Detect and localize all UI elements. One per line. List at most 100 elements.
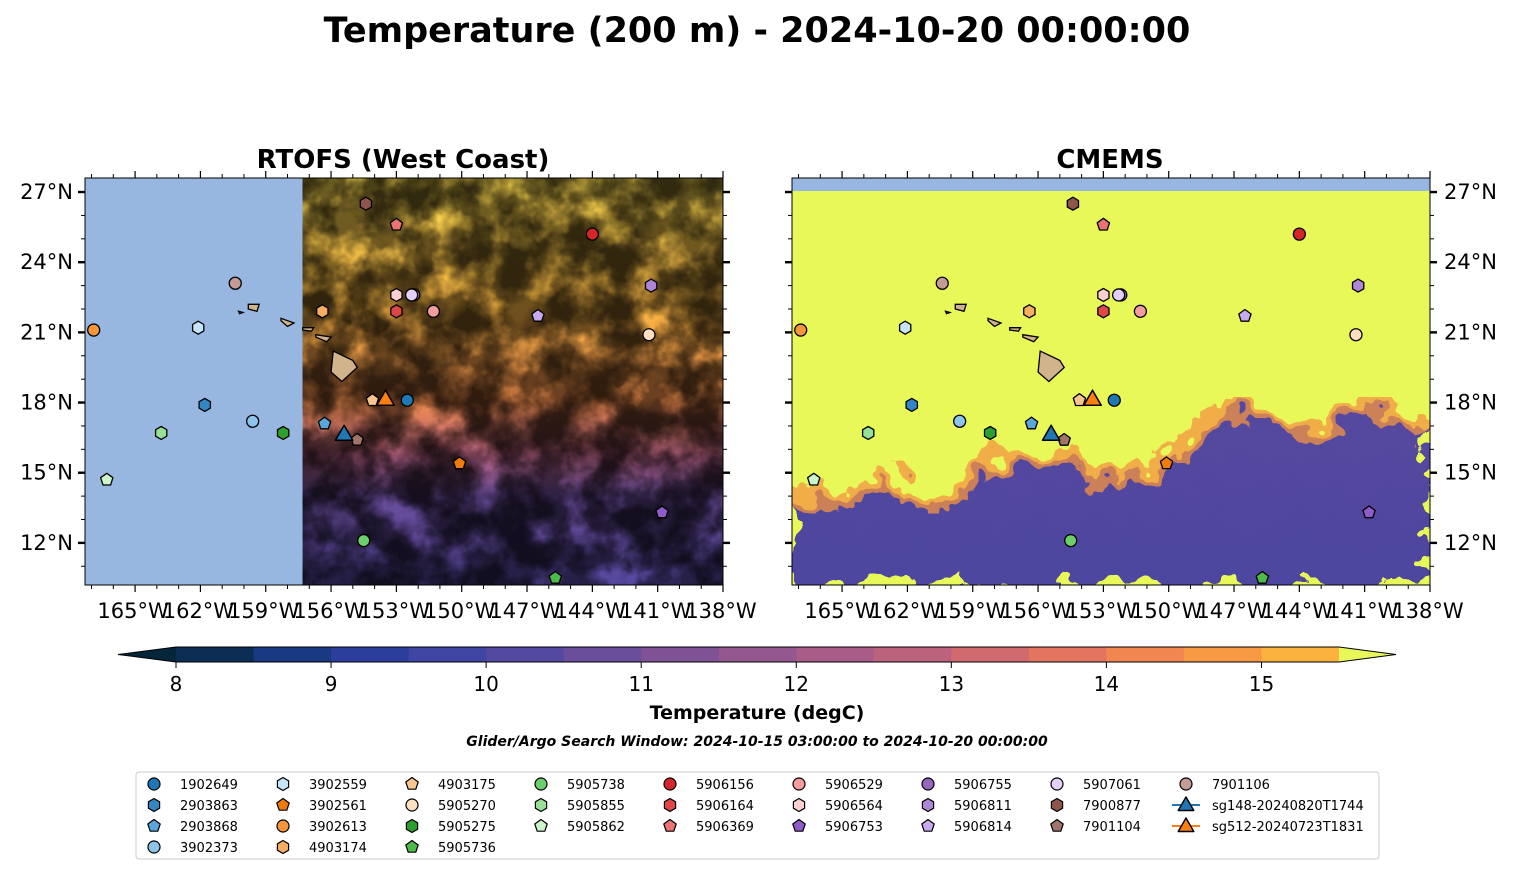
x-tick-label: 159°W xyxy=(228,599,300,623)
map-frame-right xyxy=(791,177,1431,586)
island-outline xyxy=(944,310,953,315)
colorbar-bin xyxy=(563,647,642,662)
colorbar-tick-label: 9 xyxy=(325,672,338,696)
legend-label: 5906755 xyxy=(954,778,1012,793)
legend-label: 3902613 xyxy=(309,820,367,835)
colorbar: 8 9 10 11 12 13 14 15 xyxy=(117,646,1397,696)
x-tick-label: 144°W xyxy=(1262,599,1334,623)
island-outline xyxy=(330,350,359,383)
legend-marker-4903174 xyxy=(276,839,290,855)
masked-ocean-area xyxy=(792,178,1430,191)
y-tick-label: 12°N xyxy=(20,531,73,555)
legend-label: 5906529 xyxy=(825,778,883,793)
legend-label: 3902561 xyxy=(309,799,367,814)
legend-label: 4903175 xyxy=(438,778,496,793)
map-panel-rtofs: 165°W162°W159°W156°W153°W150°W147°W144°W… xyxy=(20,171,757,623)
x-tick-label: 165°W xyxy=(97,599,169,623)
y-tick-label: 24°N xyxy=(20,250,73,274)
legend-label: 4903174 xyxy=(309,841,367,856)
legend-marker-5905736 xyxy=(405,839,419,853)
platform-markers-left xyxy=(87,196,669,584)
legend-label: 5906811 xyxy=(954,799,1012,814)
legend-label: 5905855 xyxy=(567,799,625,814)
y-tick-label: 15°N xyxy=(1444,461,1497,485)
x-tick-label: 165°W xyxy=(804,599,876,623)
legend-marker-sg148-20240820T1744 xyxy=(1177,796,1195,812)
colorbar-bin xyxy=(718,647,797,662)
platform-marker-5906814 xyxy=(531,308,545,322)
colorbar-over-extension xyxy=(1339,647,1396,662)
x-tick-label: 150°W xyxy=(1131,599,1203,623)
colorbar-bin xyxy=(253,647,332,662)
figure-title: Temperature (200 m) - 2024-10-20 00:00:0… xyxy=(324,11,1191,51)
platform-marker-5905855 xyxy=(154,425,168,441)
platform-marker-7901104 xyxy=(1057,432,1071,446)
x-tick-label: 141°W xyxy=(1327,599,1399,623)
legend-label: 7900877 xyxy=(1083,799,1141,814)
land-hawaiian-islands xyxy=(237,303,359,383)
legend-label: 5906369 xyxy=(696,820,754,835)
legend-label: 5905270 xyxy=(438,799,496,814)
legend-label: 7901106 xyxy=(1212,778,1270,793)
legend-marker-5905862 xyxy=(534,818,548,832)
legend-label: 2903863 xyxy=(180,799,238,814)
platform-marker-4903175 xyxy=(365,393,380,407)
legend-marker-7900877 xyxy=(1050,797,1064,813)
map-panel-cmems: 165°W162°W159°W156°W153°W150°W147°W144°W… xyxy=(785,171,1497,623)
platform-marker-3902373 xyxy=(246,414,260,428)
colorbar-bin xyxy=(176,647,255,662)
legend-marker-5907061 xyxy=(1050,777,1064,791)
legend-marker-2903868 xyxy=(147,818,161,832)
legend-label: 3902559 xyxy=(309,778,367,793)
colorbar-tick-label: 8 xyxy=(170,672,183,696)
y-tick-label: 18°N xyxy=(1444,391,1497,415)
panel-title-right: CMEMS xyxy=(1056,145,1163,175)
colorbar-bin xyxy=(1183,647,1262,662)
map-frame-left xyxy=(84,177,724,586)
x-tick-label: 138°W xyxy=(685,599,757,623)
platform-marker-5906156 xyxy=(585,227,600,241)
temperature-front xyxy=(792,392,1430,519)
legend-marker-3902561 xyxy=(276,797,290,811)
legend-marker-5906369 xyxy=(663,818,677,832)
platform-marker-7901104 xyxy=(350,432,364,446)
island-outline xyxy=(280,317,296,328)
platform-marker-7900877 xyxy=(359,196,373,211)
colorbar-bin xyxy=(796,647,875,662)
platform-marker-5905738 xyxy=(1064,533,1078,548)
y-tick-label: 24°N xyxy=(1444,250,1497,274)
legend-label: 5906814 xyxy=(954,820,1012,835)
x-tick-label: 162°W xyxy=(163,599,235,623)
platform-marker-5906753 xyxy=(1362,505,1376,519)
colorbar-tick-label: 11 xyxy=(628,672,653,696)
platform-marker-5906814 xyxy=(1238,308,1252,322)
platform-marker-5905275 xyxy=(276,425,290,441)
legend-label: 5907061 xyxy=(1083,778,1141,793)
legend-label: 5905275 xyxy=(438,820,496,835)
platform-marker-5905855 xyxy=(861,425,875,441)
legend-marker-5906814 xyxy=(921,818,935,832)
panel-title-left: RTOFS (West Coast) xyxy=(257,145,550,175)
colorbar-tick-label: 14 xyxy=(1094,672,1119,696)
island-outline xyxy=(1009,327,1022,332)
legend-box xyxy=(135,771,1380,860)
platform-marker-4903174 xyxy=(316,304,329,319)
y-tick-label: 27°N xyxy=(20,180,73,204)
platform-marker-3902613 xyxy=(794,323,808,337)
legend-label: 5906164 xyxy=(696,799,754,814)
colorbar-bin xyxy=(1028,647,1107,662)
legend-marker-3902373 xyxy=(147,840,161,854)
colorbar-tick-label: 13 xyxy=(939,672,964,696)
platform-marker-5905736 xyxy=(548,570,563,584)
legend-label: 5906564 xyxy=(825,799,883,814)
legend-marker-5906164 xyxy=(663,797,677,813)
platform-marker-5906164 xyxy=(1097,304,1110,319)
platform-marker-3902373 xyxy=(953,414,967,428)
temperature-warm-patches xyxy=(302,178,723,585)
x-tick-label: 150°W xyxy=(424,599,496,623)
island-outline xyxy=(987,317,1003,328)
platform-marker-3902561 xyxy=(1159,456,1174,470)
platform-marker-5905275 xyxy=(983,425,997,441)
platform-marker-7901106 xyxy=(228,276,242,290)
